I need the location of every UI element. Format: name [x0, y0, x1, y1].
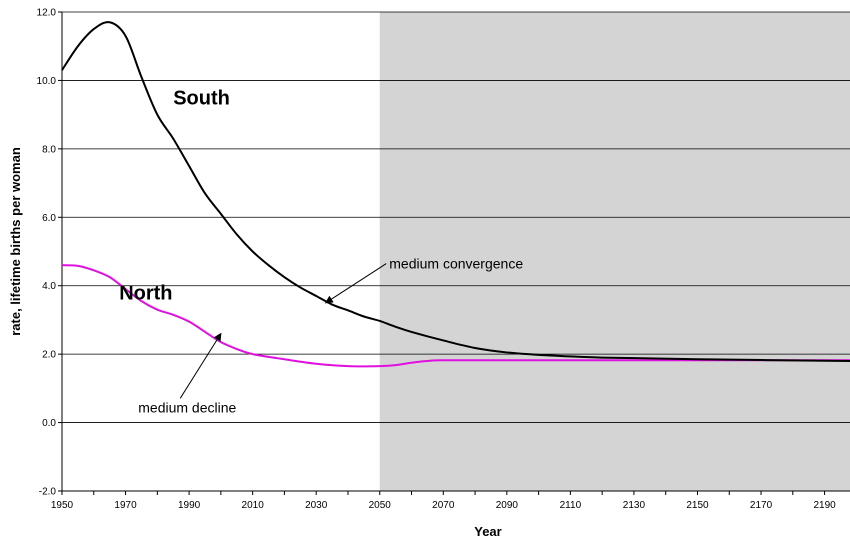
- y-tick-label: 10.0: [37, 76, 57, 87]
- y-tick-label: 4.0: [42, 281, 56, 292]
- x-tick-label: 2110: [560, 500, 582, 511]
- axes: 12.0 10.0 8.0 6.0 4.0 2.0 0.0 -2.0 1950 1970 1990 2…: [37, 8, 850, 511]
- y-tick-label: 12.0: [37, 8, 57, 19]
- y-tick-label: 0.0: [42, 418, 56, 429]
- x-tick-label: 2050: [369, 500, 392, 511]
- x-tick-label: 2170: [750, 500, 773, 511]
- x-axis-title: Year: [474, 524, 501, 539]
- x-tick-label: 2010: [242, 500, 265, 511]
- x-tick-label: 2030: [305, 500, 328, 511]
- y-tick-label: 2.0: [42, 350, 56, 361]
- projection-shaded-region: [379, 12, 850, 491]
- series-lines: [61, 21, 850, 368]
- series-line-north: [61, 264, 850, 368]
- annotation-arrow: [179, 332, 222, 399]
- x-tick-label: 1970: [114, 500, 137, 511]
- horizontal-gridlines: [62, 11, 850, 492]
- x-tick-label: 2070: [432, 500, 455, 511]
- x-tick-label: 2150: [686, 500, 709, 511]
- x-tick-label: 2130: [623, 500, 646, 511]
- x-tick-label: 1990: [178, 500, 201, 511]
- x-tick-label: 1950: [51, 500, 74, 511]
- y-tick-label: -2.0: [39, 487, 57, 498]
- chart-annotations: South North medium convergence medium decli…: [119, 87, 523, 415]
- series-label-north: North: [119, 282, 172, 304]
- y-tick-label: 8.0: [42, 144, 56, 155]
- x-tick-label: 2190: [813, 500, 836, 511]
- annotation-arrow: [324, 263, 387, 304]
- x-tick-label: 2090: [496, 500, 519, 511]
- y-tick-label: 6.0: [42, 213, 56, 224]
- series-label-south: South: [173, 87, 230, 109]
- projection-region: [379, 12, 850, 491]
- series-line-south: [61, 21, 850, 362]
- y-axis-title: rate, lifetime births per woman: [8, 147, 23, 336]
- annotation-medium-convergence: medium convergence: [389, 256, 523, 272]
- annotation-medium-decline: medium decline: [138, 399, 236, 415]
